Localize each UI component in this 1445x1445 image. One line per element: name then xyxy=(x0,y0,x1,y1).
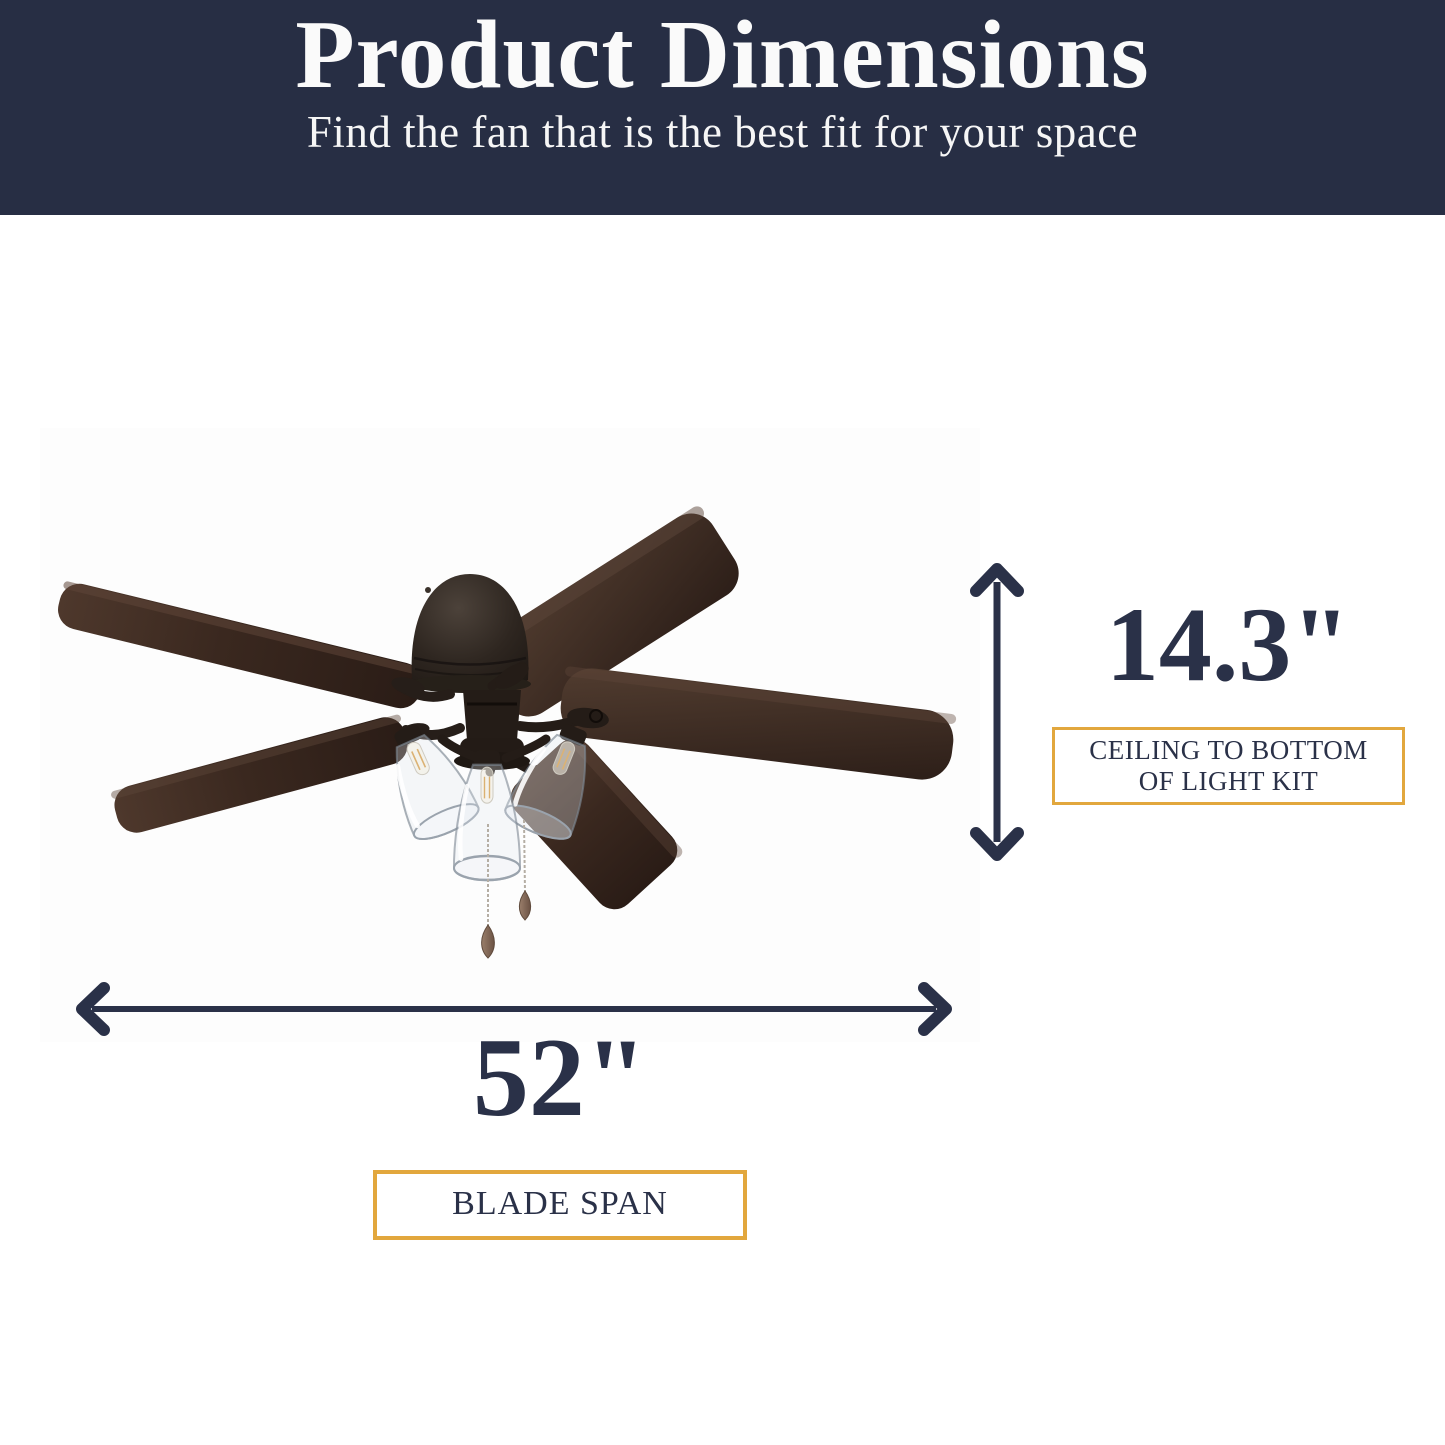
header-banner: Product Dimensions Find the fan that is … xyxy=(0,0,1445,215)
height-value: 14.3" xyxy=(1105,586,1351,703)
height-arrow xyxy=(970,563,1024,861)
height-label-box: CEILING TO BOTTOM OF LIGHT KIT xyxy=(1052,727,1405,805)
width-label: BLADE SPAN xyxy=(452,1185,668,1222)
width-value: 52" xyxy=(472,1016,648,1140)
page-title: Product Dimensions xyxy=(295,1,1150,108)
page-subtitle: Find the fan that is the best fit for yo… xyxy=(306,106,1139,157)
ceiling-fan-image xyxy=(40,428,980,1042)
height-label-line2: OF LIGHT KIT xyxy=(1138,766,1319,796)
height-label-line1: CEILING TO BOTTOM xyxy=(1089,735,1368,765)
width-label-box: BLADE SPAN xyxy=(373,1170,747,1240)
